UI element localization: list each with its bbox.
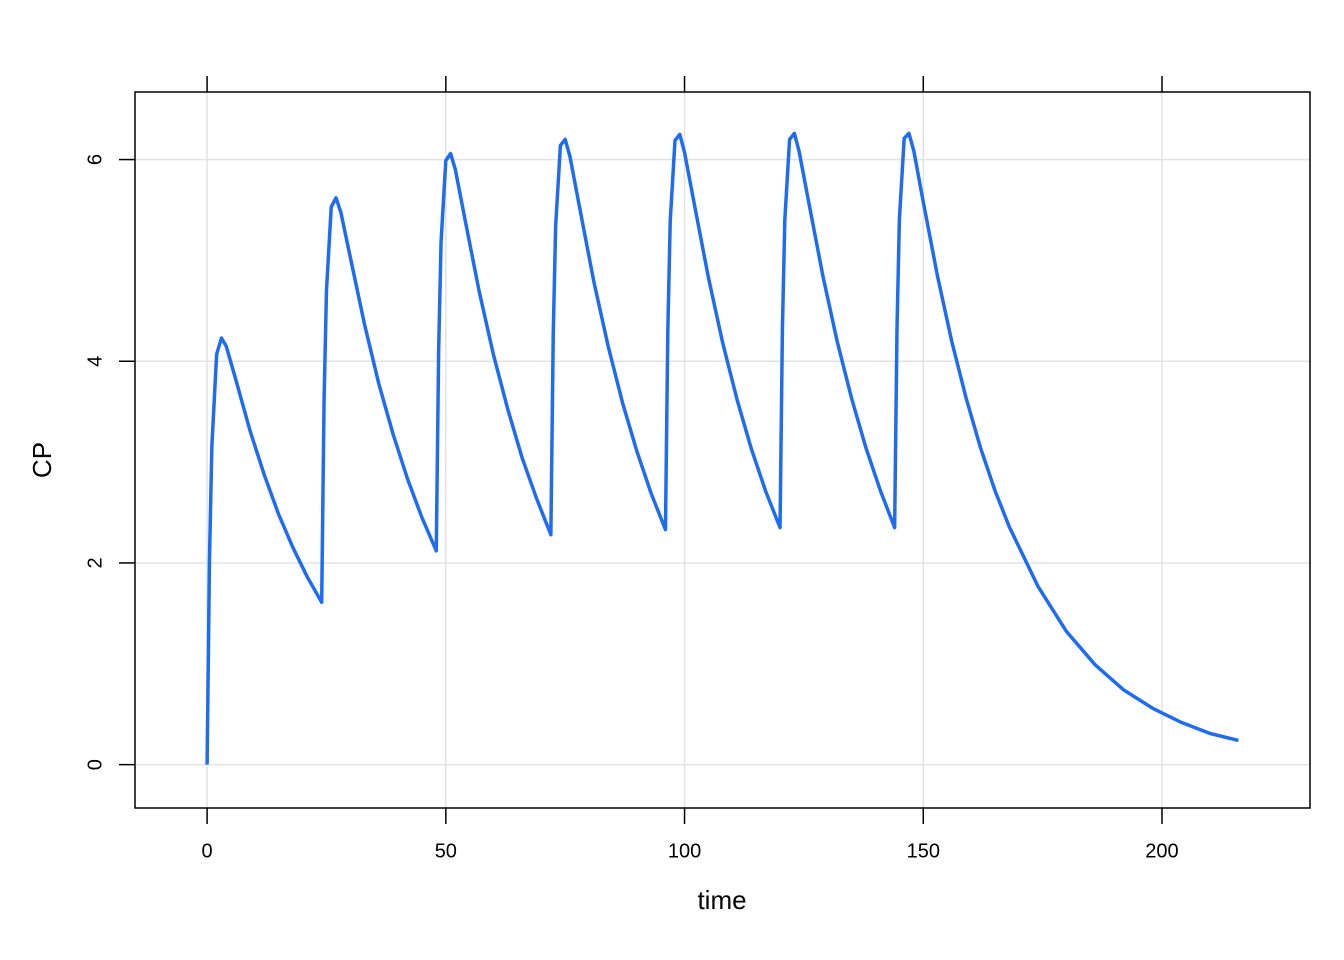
x-tick-label: 0 xyxy=(202,840,213,862)
x-tick-label: 50 xyxy=(435,840,457,862)
y-tick-label: 2 xyxy=(84,557,106,568)
x-tick-label: 100 xyxy=(668,840,701,862)
x-tick-label: 150 xyxy=(907,840,940,862)
y-axis-label: CP xyxy=(27,442,57,478)
data-line xyxy=(205,131,1239,765)
y-tick-label: 6 xyxy=(84,154,106,165)
y-tick-label: 0 xyxy=(84,759,106,770)
plot-frame xyxy=(134,91,1311,809)
x-tick-label: 200 xyxy=(1145,840,1178,862)
y-tick-label: 4 xyxy=(84,356,106,367)
x-axis-label: time xyxy=(697,885,746,915)
